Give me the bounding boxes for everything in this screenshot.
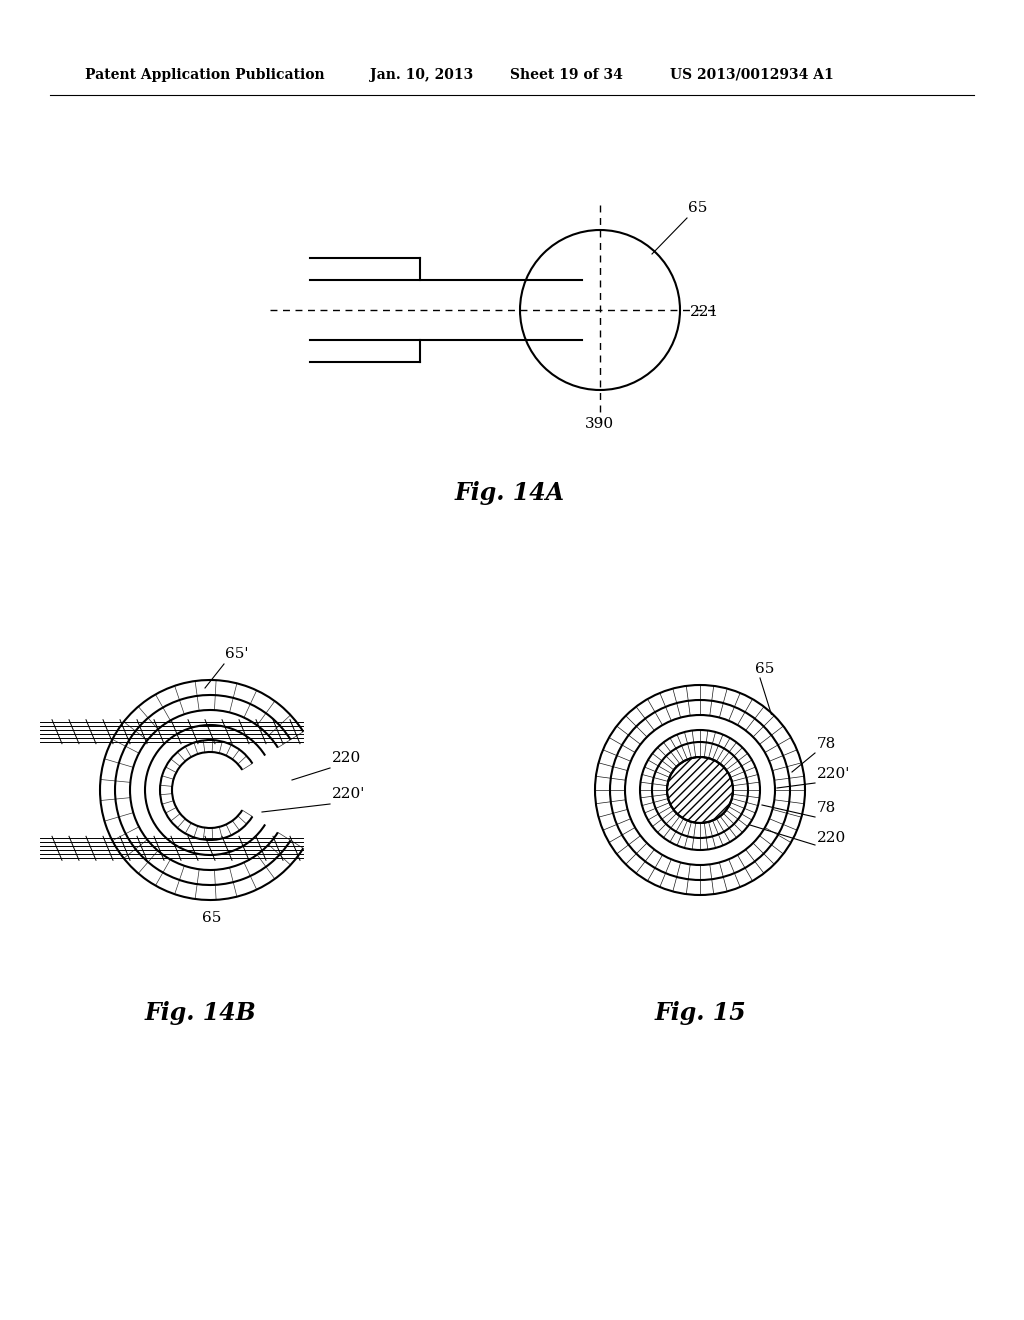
Text: Fig. 14B: Fig. 14B xyxy=(144,1001,256,1026)
Text: US 2013/0012934 A1: US 2013/0012934 A1 xyxy=(670,69,834,82)
Text: Sheet 19 of 34: Sheet 19 of 34 xyxy=(510,69,623,82)
Text: 78: 78 xyxy=(817,801,837,814)
Text: 390: 390 xyxy=(585,417,614,432)
Text: Patent Application Publication: Patent Application Publication xyxy=(85,69,325,82)
Text: 220: 220 xyxy=(332,751,361,766)
Text: 221: 221 xyxy=(690,305,719,319)
Text: Fig. 14A: Fig. 14A xyxy=(455,480,565,506)
Text: 65: 65 xyxy=(755,663,774,676)
Text: 220': 220' xyxy=(817,767,850,781)
Text: Jan. 10, 2013: Jan. 10, 2013 xyxy=(370,69,473,82)
Text: 220: 220 xyxy=(817,832,846,845)
Text: 65: 65 xyxy=(688,201,708,215)
Text: 220': 220' xyxy=(332,787,366,801)
Text: Fig. 15: Fig. 15 xyxy=(654,1001,745,1026)
Text: 65: 65 xyxy=(202,911,221,925)
Text: 78: 78 xyxy=(817,737,837,751)
Text: 65': 65' xyxy=(225,647,249,661)
